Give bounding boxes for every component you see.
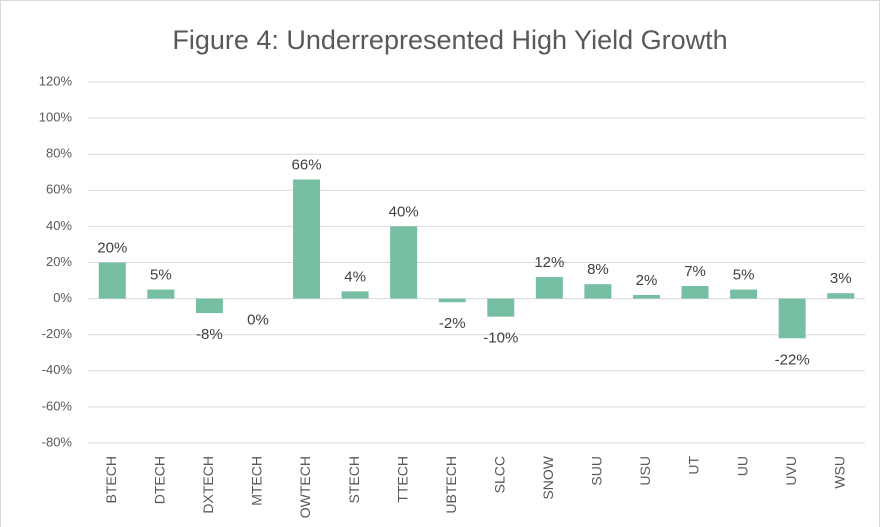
bar bbox=[778, 298, 806, 339]
y-tick-label: -60% bbox=[42, 398, 73, 413]
bar bbox=[827, 293, 855, 299]
data-label: 8% bbox=[587, 261, 609, 278]
data-label: 12% bbox=[534, 254, 564, 271]
data-label: -2% bbox=[439, 315, 466, 332]
x-tick-label: SNOW bbox=[540, 455, 556, 499]
bar bbox=[293, 179, 321, 299]
bar bbox=[147, 289, 175, 299]
x-tick-label: WSU bbox=[831, 456, 847, 489]
x-tick-label: UBTECH bbox=[443, 456, 459, 514]
y-tick-label: -20% bbox=[42, 326, 73, 341]
x-tick-label: STECH bbox=[346, 456, 362, 503]
bar bbox=[341, 291, 369, 299]
data-label: 5% bbox=[733, 267, 755, 284]
data-label: 20% bbox=[97, 239, 127, 256]
x-tick-label: BTECH bbox=[103, 456, 119, 503]
y-tick-label: 100% bbox=[39, 110, 73, 125]
data-label: 7% bbox=[684, 263, 706, 280]
y-tick-label: 60% bbox=[46, 182, 72, 197]
x-tick-label: UVU bbox=[783, 456, 799, 486]
data-label: 2% bbox=[636, 272, 658, 289]
data-label: 0% bbox=[247, 312, 269, 329]
y-tick-label: 20% bbox=[46, 254, 72, 269]
bar bbox=[195, 298, 223, 314]
bar bbox=[584, 284, 612, 299]
bar bbox=[632, 294, 660, 299]
data-label: 40% bbox=[389, 203, 419, 220]
x-tick-label: DXTECH bbox=[200, 456, 216, 514]
x-tick-label: UT bbox=[686, 456, 702, 475]
bar bbox=[438, 298, 466, 303]
x-tick-label: USU bbox=[637, 456, 653, 486]
x-tick-label: MTECH bbox=[249, 456, 265, 506]
y-tick-label: 120% bbox=[39, 73, 73, 88]
bar bbox=[98, 262, 126, 299]
y-tick-label: -80% bbox=[42, 434, 73, 449]
data-label: -22% bbox=[775, 351, 810, 368]
data-label: 3% bbox=[830, 270, 852, 287]
x-tick-label: SLCC bbox=[491, 456, 507, 493]
y-tick-label: 0% bbox=[53, 290, 72, 305]
bar bbox=[681, 285, 709, 299]
x-tick-label: OWTECH bbox=[297, 456, 313, 518]
y-tick-label: 80% bbox=[46, 146, 72, 161]
x-tick-label: SUU bbox=[589, 456, 605, 486]
data-label: -10% bbox=[483, 330, 518, 347]
bar bbox=[487, 298, 515, 317]
bar bbox=[730, 289, 758, 299]
y-tick-label: 40% bbox=[46, 218, 72, 233]
bar bbox=[390, 226, 418, 299]
y-tick-label: -40% bbox=[42, 362, 73, 377]
x-tick-label: UU bbox=[734, 456, 750, 476]
bar bbox=[535, 276, 563, 299]
chart-title: Figure 4: Underrepresented High Yield Gr… bbox=[172, 25, 727, 55]
data-label: 5% bbox=[150, 267, 172, 284]
x-tick-label: DTECH bbox=[152, 456, 168, 504]
data-label: 4% bbox=[344, 268, 366, 285]
data-label: -8% bbox=[196, 326, 223, 343]
x-tick-label: TTECH bbox=[394, 456, 410, 503]
data-label: 66% bbox=[292, 156, 322, 173]
